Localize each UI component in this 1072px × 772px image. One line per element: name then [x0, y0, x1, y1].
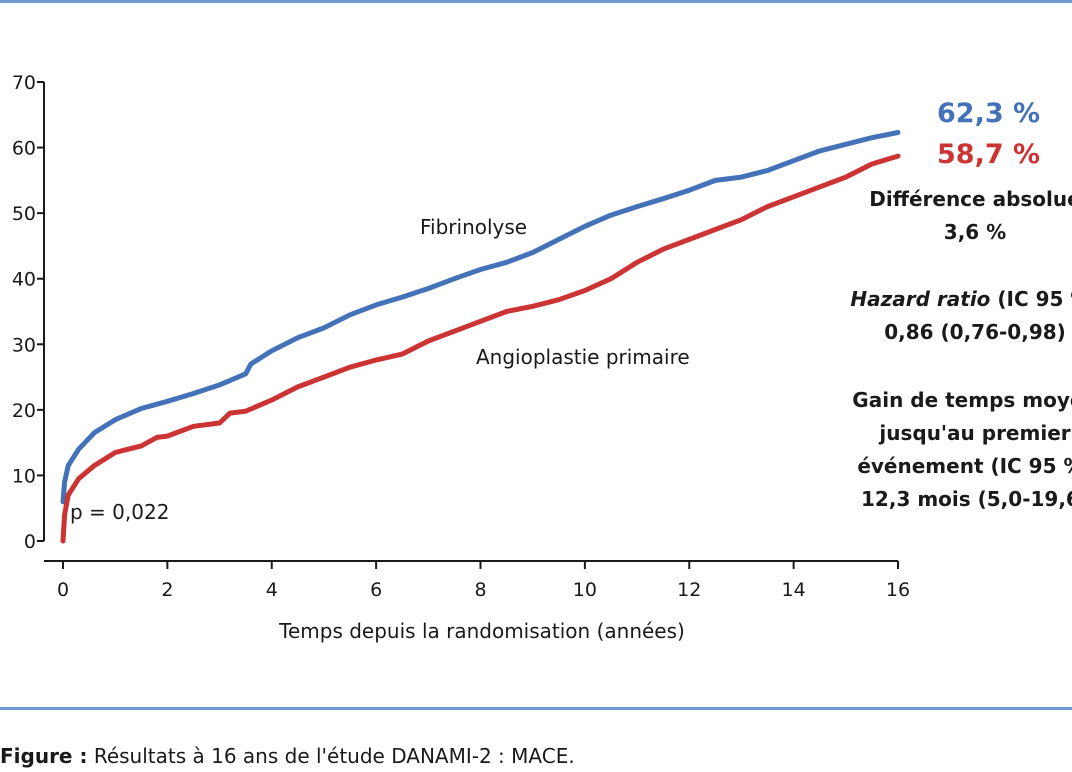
hazard-label-italic: Hazard ratio	[850, 287, 991, 311]
gain-line-2: jusqu'au premier	[879, 421, 1071, 445]
difference-value: 3,6 %	[943, 220, 1007, 244]
series-line-0	[60, 130, 901, 505]
end-value-angioplastie: 58,7 %	[937, 139, 1040, 170]
y-axis: 0 10 20 30 40 50 60 70	[12, 72, 45, 553]
caption-prefix: Figure :	[0, 744, 88, 768]
series-label-fibrinolyse: Fibrinolyse	[420, 215, 527, 239]
x-tick-label: 16	[886, 579, 910, 601]
x-tick-label: 4	[266, 579, 278, 601]
x-axis-title: Temps depuis la randomisation (années)	[278, 619, 685, 643]
figure-caption: Figure : Résultats à 16 ans de l'étude D…	[0, 744, 575, 768]
x-tick-label: 2	[161, 579, 173, 601]
gain-block: Gain de temps moyen jusqu'au premier évé…	[850, 384, 1072, 516]
hazard-value: 0,86 (0,76-0,98)	[884, 320, 1066, 344]
y-tick-label: 10	[12, 465, 36, 487]
line-chart: 0 10 20 30 40 50 60 70 0 2 4 6 8 10 12 14 16 Fibrinolys…	[12, 72, 1040, 643]
y-tick-label: 40	[12, 269, 36, 291]
y-tick-label: 20	[12, 400, 36, 422]
x-tick-label: 10	[573, 579, 597, 601]
hazard-label-rest: (IC 95 %)	[997, 287, 1072, 311]
top-rule	[0, 0, 1072, 3]
y-tick-label: 50	[12, 203, 36, 225]
x-tick-label: 14	[782, 579, 806, 601]
gain-line-1: Gain de temps moyen	[852, 388, 1072, 412]
x-tick-label: 8	[474, 579, 486, 601]
p-value-annotation: p = 0,022	[70, 500, 169, 524]
bottom-rule	[0, 707, 1072, 710]
y-tick-label: 30	[12, 334, 36, 356]
gain-line-3: événement (IC 95 %)	[857, 454, 1072, 478]
x-tick-label: 0	[57, 579, 69, 601]
gain-value: 12,3 mois (5,0-19,6)	[861, 487, 1072, 511]
hazard-label: Hazard ratio (IC 95 %)	[850, 283, 1072, 316]
y-tick-label: 70	[12, 72, 36, 94]
difference-block: Différence absolue 3,6 %	[850, 183, 1072, 249]
x-axis: 0 2 4 6 8 10 12 14 16	[44, 560, 910, 601]
series-layer	[60, 130, 901, 544]
x-tick-label: 12	[677, 579, 701, 601]
difference-label: Différence absolue	[869, 187, 1072, 211]
caption-text: Résultats à 16 ans de l'étude DANAMI-2 :…	[87, 744, 575, 768]
series-line-1	[60, 153, 901, 544]
series-label-angioplastie: Angioplastie primaire	[476, 345, 690, 369]
x-tick-label: 6	[370, 579, 382, 601]
hazard-block: Hazard ratio (IC 95 %) 0,86 (0,76-0,98)	[850, 283, 1072, 349]
y-tick-label: 60	[12, 138, 36, 160]
end-value-fibrinolyse: 62,3 %	[937, 98, 1040, 129]
y-tick-label: 0	[24, 531, 36, 553]
